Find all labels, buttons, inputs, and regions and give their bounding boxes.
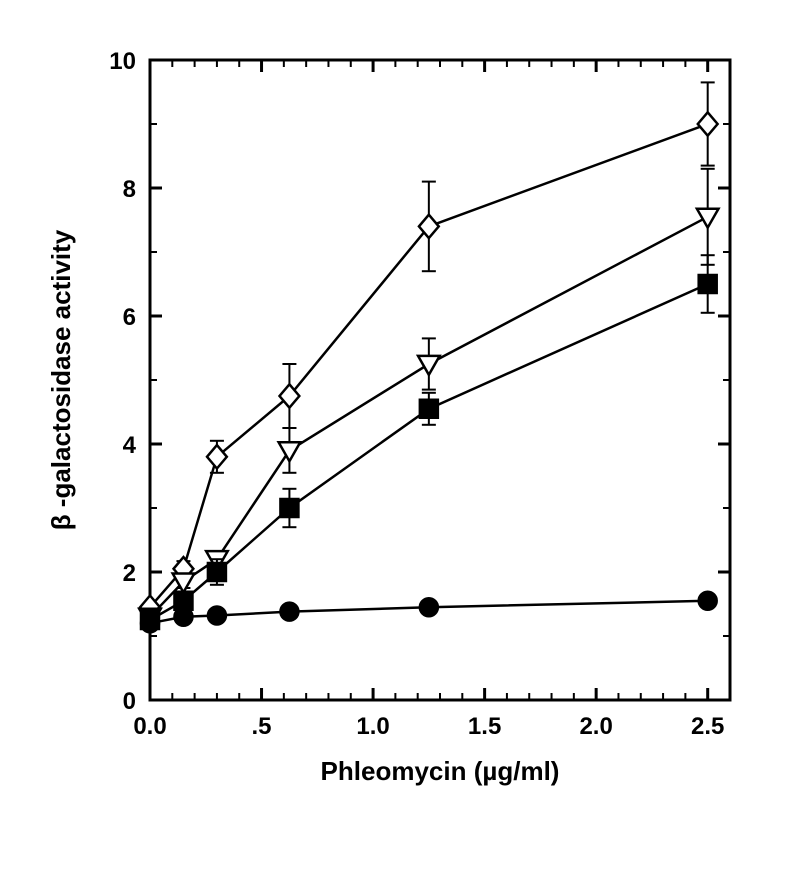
y-tick-label: 4	[123, 432, 137, 459]
marker-filled-circle	[174, 608, 192, 626]
marker-filled-square	[420, 400, 438, 418]
marker-filled-circle	[280, 603, 298, 621]
line-chart: 0.0 .5 1.0 1.5 2.0 2.5 0 2 4 6 8 10 Phleomycin (µg/m…	[0, 0, 800, 874]
y-tick-label: 6	[123, 304, 136, 331]
marker-filled-circle	[141, 614, 159, 632]
marker-filled-square	[208, 563, 226, 581]
x-tick-label: 1.5	[468, 713, 501, 740]
marker-filled-circle	[699, 592, 717, 610]
y-tick-label: 0	[123, 688, 136, 715]
x-tick-label: 2.0	[579, 713, 612, 740]
y-axis-label: β -galactosidase activity	[46, 229, 76, 530]
x-tick-label: 0.0	[133, 713, 166, 740]
marker-filled-circle	[208, 607, 226, 625]
x-tick-label: 1.0	[356, 713, 389, 740]
x-tick-label: .5	[252, 713, 272, 740]
y-tick-label: 10	[109, 48, 136, 75]
marker-filled-square	[699, 275, 717, 293]
y-tick-label: 8	[123, 176, 136, 203]
y-tick-label: 2	[123, 560, 136, 587]
chart-bg	[0, 0, 800, 874]
marker-filled-square	[280, 499, 298, 517]
marker-filled-circle	[420, 598, 438, 616]
x-axis-label: Phleomycin (µg/ml)	[321, 756, 560, 786]
x-tick-label: 2.5	[691, 713, 724, 740]
chart-container: 0.0 .5 1.0 1.5 2.0 2.5 0 2 4 6 8 10 Phleomycin (µg/m…	[0, 0, 800, 874]
